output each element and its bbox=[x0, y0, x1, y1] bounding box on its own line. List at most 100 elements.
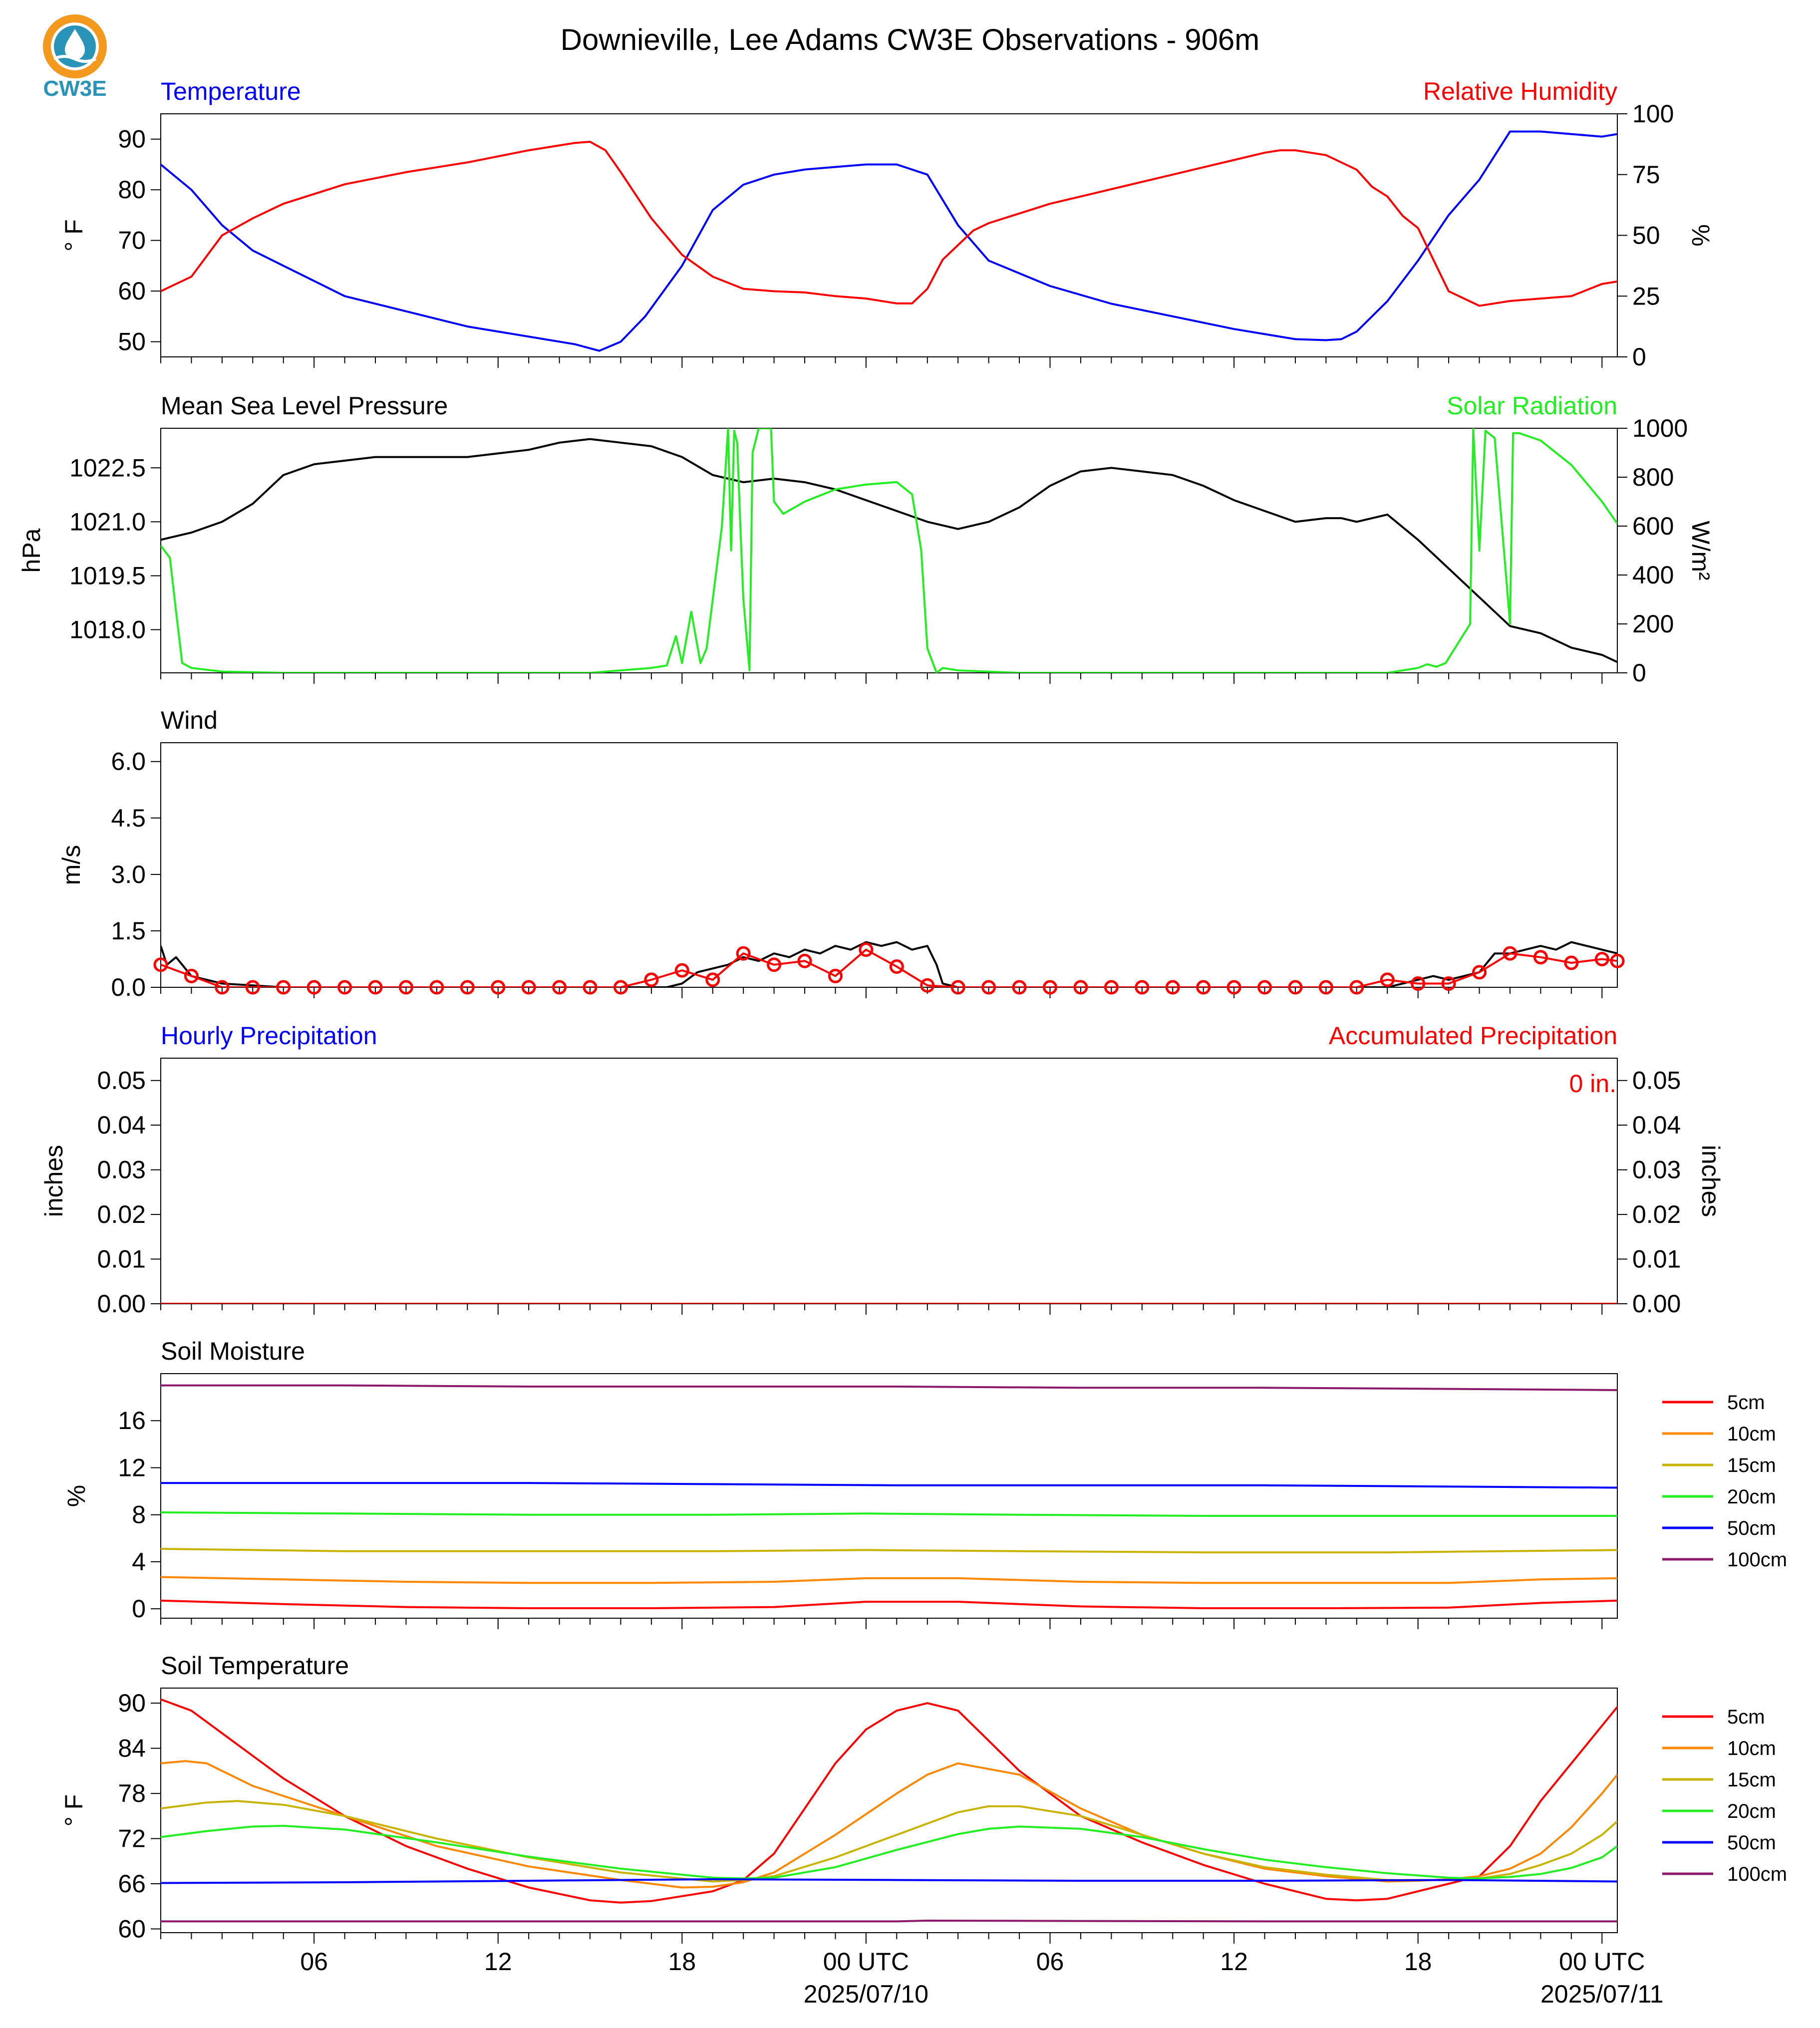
series-line-5cm bbox=[161, 1599, 1617, 1609]
wind-gust-marker bbox=[398, 980, 413, 995]
panel-title-left: Wind bbox=[161, 706, 218, 734]
y-tick-label: 0.01 bbox=[97, 1245, 146, 1273]
y-tick-label: 12 bbox=[118, 1453, 146, 1481]
series-line-0 bbox=[161, 941, 1617, 987]
legend-label-15cm: 15cm bbox=[1727, 1454, 1776, 1476]
wind-gust-marker bbox=[337, 980, 352, 995]
panel-frame bbox=[160, 428, 1618, 673]
wind-gust-marker bbox=[1610, 953, 1625, 968]
series-line-10cm bbox=[161, 1760, 1617, 1889]
logo-text: CW3E bbox=[43, 76, 106, 101]
wind-gust-marker bbox=[1073, 980, 1088, 995]
wind-gust-marker bbox=[1318, 980, 1333, 995]
y-tick-label: 1018.0 bbox=[69, 616, 146, 644]
y2-tick-label: 1000 bbox=[1632, 414, 1688, 442]
wind-gust-marker bbox=[583, 980, 598, 995]
y-tick-label: 78 bbox=[118, 1779, 146, 1807]
y-tick-label: 50 bbox=[118, 328, 146, 356]
x-date-label: 2025/07/10 bbox=[804, 1980, 928, 2008]
panel-frame bbox=[160, 1373, 1618, 1619]
panel-title-left: Soil Temperature bbox=[161, 1652, 349, 1680]
wind-gust-marker bbox=[245, 980, 260, 995]
x-tick-label: 00 UTC bbox=[1559, 1948, 1645, 1976]
series-line-0 bbox=[161, 438, 1617, 663]
wind-gust-marker bbox=[460, 980, 475, 995]
y-tick-label: 1019.5 bbox=[69, 562, 146, 589]
panel-title-left: Temperature bbox=[161, 77, 301, 105]
wind-gust-marker bbox=[552, 980, 567, 995]
wind-gust-marker bbox=[1257, 980, 1272, 995]
panel-title-right: Solar Radiation bbox=[1447, 392, 1617, 420]
y-tick-label: 1021.0 bbox=[69, 508, 146, 536]
series-line-20cm bbox=[161, 1824, 1617, 1880]
y2-tick-label: 0.01 bbox=[1632, 1245, 1681, 1273]
series-line-1 bbox=[161, 428, 1617, 673]
wind-gust-marker bbox=[429, 980, 444, 995]
panel-title-right: Relative Humidity bbox=[1423, 77, 1617, 105]
wind-gust-marker bbox=[859, 942, 874, 957]
legend-label-50cm: 50cm bbox=[1727, 1832, 1776, 1854]
wind-gust-marker bbox=[1135, 980, 1150, 995]
logo-drop-icon bbox=[65, 29, 85, 60]
legend-label-50cm: 50cm bbox=[1727, 1517, 1776, 1539]
y2-tick-label: 800 bbox=[1632, 463, 1674, 491]
wind-gust-marker bbox=[1226, 980, 1241, 995]
wind-gust-marker bbox=[950, 980, 965, 995]
series-line-50cm bbox=[161, 1878, 1617, 1884]
y-tick-label: 0.0 bbox=[111, 973, 146, 1001]
x-tick-label: 06 bbox=[300, 1948, 328, 1976]
y-tick-label: 8 bbox=[132, 1501, 146, 1529]
x-tick-label: 06 bbox=[1036, 1948, 1064, 1976]
x-tick-label: 00 UTC bbox=[823, 1948, 909, 1976]
panel-precip: Hourly Precipitation Accumulated Precipit… bbox=[40, 1022, 1725, 1318]
wind-gust-marker bbox=[306, 980, 321, 995]
wind-gust-marker bbox=[1503, 946, 1517, 961]
series-line-20cm bbox=[161, 1511, 1617, 1517]
wind-gust-marker bbox=[705, 972, 720, 987]
y2-axis-label: W/m² bbox=[1687, 521, 1715, 580]
y-tick-label: 60 bbox=[118, 1915, 146, 1943]
panels: Temperature Relative Humidity506070809002… bbox=[17, 77, 1787, 2008]
series-line-1 bbox=[161, 948, 1617, 987]
y2-tick-label: 25 bbox=[1632, 282, 1660, 310]
series-line-100cm bbox=[161, 1384, 1617, 1391]
series-line-0 bbox=[161, 130, 1617, 352]
y2-tick-label: 75 bbox=[1632, 161, 1660, 189]
wind-gust-marker bbox=[920, 978, 935, 993]
logo-sun-ring bbox=[43, 14, 107, 78]
y-tick-label: 6.0 bbox=[111, 748, 146, 776]
y-axis-label: % bbox=[62, 1485, 90, 1507]
wind-gust-marker bbox=[1196, 980, 1211, 995]
y-tick-label: 0.04 bbox=[97, 1111, 146, 1139]
y-tick-label: 84 bbox=[118, 1735, 146, 1762]
y-axis-label: ° F bbox=[60, 219, 88, 251]
wind-gust-marker bbox=[981, 980, 996, 995]
y-tick-label: 0.03 bbox=[97, 1156, 146, 1184]
y-tick-label: 1.5 bbox=[111, 917, 146, 945]
y-tick-label: 80 bbox=[118, 176, 146, 204]
wind-gust-marker bbox=[1594, 951, 1609, 966]
legend-label-10cm: 10cm bbox=[1727, 1423, 1776, 1445]
wind-gust-marker bbox=[368, 980, 383, 995]
x-tick-label: 18 bbox=[668, 1948, 696, 1976]
y-axis-label: hPa bbox=[17, 528, 45, 573]
series-line-1 bbox=[161, 141, 1617, 307]
series-line-50cm bbox=[161, 1482, 1617, 1489]
wind-gust-marker bbox=[1012, 980, 1027, 995]
wind-gust-marker bbox=[889, 959, 904, 974]
wind-gust-marker bbox=[1104, 980, 1119, 995]
wind-gust-marker bbox=[1043, 980, 1058, 995]
y2-tick-label: 0.04 bbox=[1632, 1111, 1681, 1139]
y-tick-label: 1022.5 bbox=[69, 454, 146, 482]
y2-axis-label: % bbox=[1687, 224, 1715, 246]
panel-temp-rh: Temperature Relative Humidity 50 60 70 80 90 0 2… bbox=[60, 77, 1715, 371]
wind-gust-marker bbox=[644, 972, 659, 987]
series-line-5cm bbox=[161, 1698, 1617, 1904]
legend-label-20cm: 20cm bbox=[1727, 1486, 1776, 1508]
x-tick-label: 12 bbox=[484, 1948, 512, 1976]
y-tick-label: 16 bbox=[118, 1407, 146, 1435]
y-tick-label: 66 bbox=[118, 1870, 146, 1898]
y-tick-label: 70 bbox=[118, 227, 146, 255]
y-tick-label: 0 bbox=[132, 1595, 146, 1623]
